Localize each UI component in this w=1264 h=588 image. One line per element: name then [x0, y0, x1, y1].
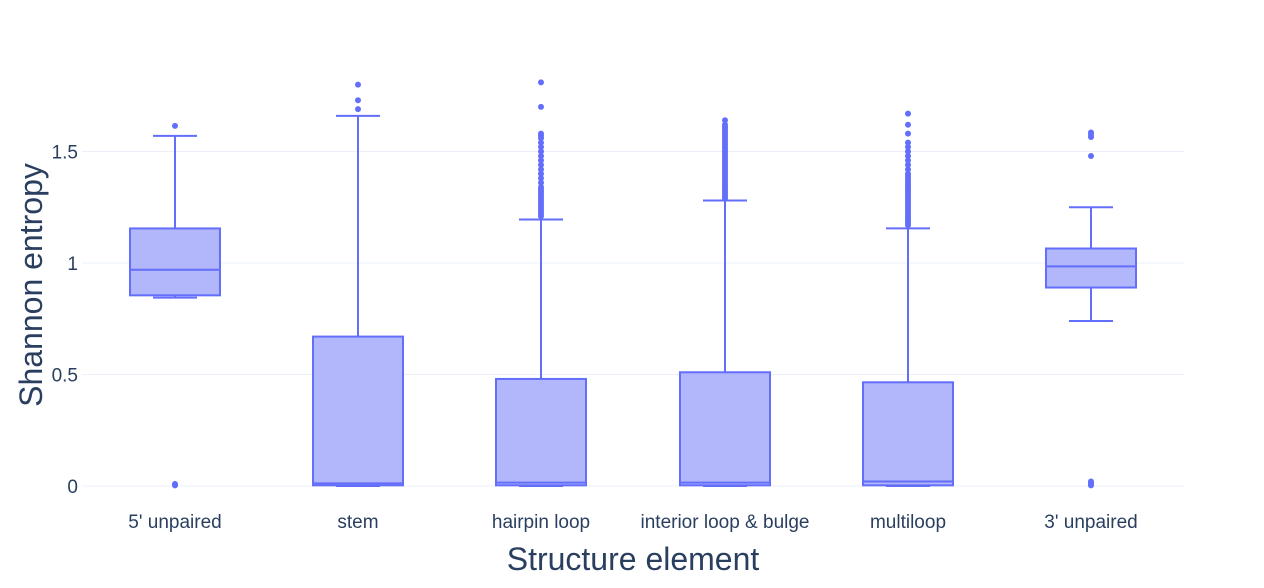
- outlier-point: [905, 161, 911, 168]
- outlier-point: [905, 110, 911, 117]
- outlier-point: [538, 170, 544, 177]
- iqr-box: [495, 377, 587, 487]
- outlier-point: [538, 161, 544, 168]
- outlier-point: [538, 157, 544, 164]
- outlier-point: [905, 130, 911, 137]
- outlier-point: [905, 166, 911, 173]
- y-tick-label: 0.5: [52, 366, 78, 387]
- outlier-point: [172, 122, 178, 129]
- outlier-point: [722, 121, 728, 128]
- outlier-point: [538, 148, 544, 155]
- iqr-box: [129, 227, 221, 297]
- box-3: [679, 117, 771, 487]
- y-axis-title: Shannon entropy: [13, 163, 49, 407]
- outlier-point: [355, 81, 361, 88]
- outlier-point: [538, 79, 544, 86]
- box-2: [495, 79, 587, 487]
- outlier-point: [538, 139, 544, 146]
- outlier-point: [1088, 478, 1094, 485]
- x-tick-label: 3' unpaired: [1044, 512, 1137, 533]
- x-tick-label: hairpin loop: [492, 512, 590, 533]
- x-tick-labels: 5' unpaired stem hairpin loop interior loop…: [128, 512, 1137, 533]
- outlier-point: [905, 139, 911, 146]
- outlier-point: [538, 179, 544, 186]
- iqr-box: [679, 371, 771, 487]
- outlier-point: [905, 121, 911, 128]
- x-tick-label: multiloop: [870, 512, 946, 533]
- x-tick-label: interior loop & bulge: [641, 512, 810, 533]
- x-tick-label: stem: [337, 512, 378, 533]
- box-series: [129, 79, 1137, 489]
- outlier-point: [538, 103, 544, 110]
- y-tick-label: 0: [67, 477, 78, 498]
- iqr-box: [312, 335, 404, 487]
- box-1: [312, 81, 404, 487]
- outlier-point: [905, 144, 911, 151]
- outlier-point: [355, 97, 361, 104]
- outlier-point: [722, 117, 728, 124]
- outlier-point: [905, 157, 911, 164]
- y-tick-label: 1.5: [52, 143, 78, 164]
- outlier-point: [538, 152, 544, 159]
- iqr-box: [1045, 247, 1137, 289]
- grid-lines: [82, 151, 1184, 487]
- outlier-point: [905, 152, 911, 159]
- box-0: [129, 122, 221, 489]
- iqr-box: [862, 381, 954, 487]
- y-tick-label: 1: [67, 254, 78, 275]
- outlier-point: [538, 184, 544, 191]
- outlier-point: [538, 166, 544, 173]
- outlier-point: [905, 170, 911, 177]
- y-tick-labels: 0 0.5 1 1.5: [52, 143, 78, 499]
- box-5: [1045, 129, 1137, 489]
- outlier-point: [538, 144, 544, 151]
- box-4: [862, 110, 954, 487]
- outlier-point: [355, 106, 361, 113]
- outlier-point: [538, 130, 544, 137]
- x-tick-label: 5' unpaired: [128, 512, 221, 533]
- outlier-point: [1088, 152, 1094, 159]
- x-axis-title: Structure element: [507, 541, 760, 577]
- outlier-point: [172, 480, 178, 487]
- outlier-point: [905, 148, 911, 155]
- outlier-point: [1088, 129, 1094, 136]
- outlier-point: [538, 175, 544, 182]
